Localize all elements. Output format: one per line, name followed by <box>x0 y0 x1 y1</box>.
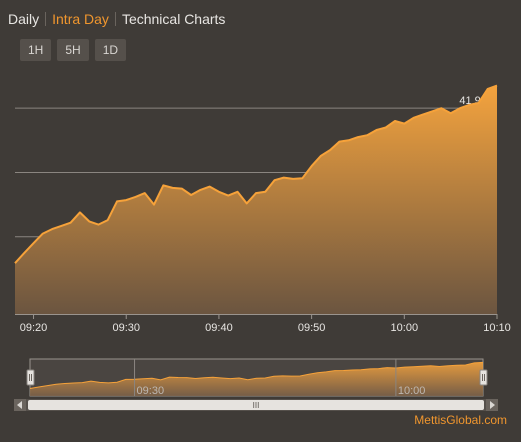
arrow-right-icon <box>490 401 495 409</box>
x-tick-label: 10:00 <box>391 322 419 334</box>
x-tick-label: 09:30 <box>112 322 140 334</box>
range-button-1h[interactable]: 1H <box>20 39 52 61</box>
navigator-label: 10:00 <box>398 385 426 397</box>
navigator-area <box>30 362 483 396</box>
navigator-line <box>29 361 484 389</box>
range-button-5h[interactable]: 5H <box>57 39 89 61</box>
navigator-handle-right[interactable] <box>479 369 488 386</box>
tab-intra-day[interactable]: Intra Day <box>52 11 109 27</box>
scrollbar-thumb[interactable] <box>28 400 484 410</box>
x-tick-label: 09:20 <box>20 322 48 334</box>
x-tick-label: 10:10 <box>483 322 511 334</box>
range-button-1d[interactable]: 1D <box>94 39 127 61</box>
chart-tabs: Daily Intra Day Technical Charts <box>8 10 225 28</box>
scrollbar-grip: III <box>253 401 260 410</box>
tab-daily[interactable]: Daily <box>8 11 40 27</box>
credit-link[interactable]: MettisGlobal.com <box>414 413 507 427</box>
navigator-label: 09:30 <box>137 385 165 397</box>
series-line <box>14 84 498 264</box>
range-selector: 1H 5H 1D <box>20 39 127 61</box>
series-area <box>15 85 497 314</box>
x-tick-label: 09:50 <box>298 322 326 334</box>
handle-body[interactable] <box>26 369 35 386</box>
arrow-left-icon <box>17 401 22 409</box>
navigator-handle-left[interactable] <box>26 369 35 386</box>
x-tick-label: 09:40 <box>205 322 233 334</box>
tab-separator <box>114 12 116 26</box>
handle-body[interactable] <box>479 369 488 386</box>
tab-separator <box>45 12 47 26</box>
tab-technical-charts[interactable]: Technical Charts <box>121 11 226 27</box>
